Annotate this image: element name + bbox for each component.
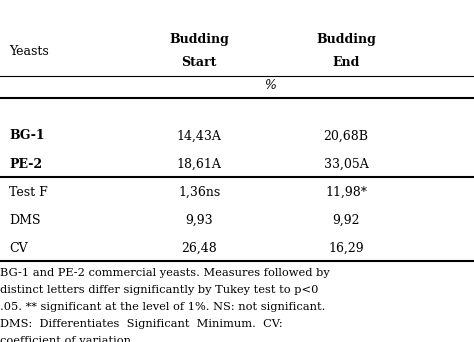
Text: 16,29: 16,29 xyxy=(328,242,364,255)
Text: BG-1 and PE-2 commercial yeasts. Measures followed by: BG-1 and PE-2 commercial yeasts. Measure… xyxy=(0,268,330,278)
Text: 1,36ns: 1,36ns xyxy=(178,186,220,199)
Text: PE-2: PE-2 xyxy=(9,158,43,171)
Text: 9,93: 9,93 xyxy=(185,214,213,227)
Text: Budding: Budding xyxy=(169,32,229,45)
Text: Yeasts: Yeasts xyxy=(9,45,49,58)
Text: .05. ** significant at the level of 1%. NS: not significant.: .05. ** significant at the level of 1%. … xyxy=(0,302,325,312)
Text: Start: Start xyxy=(182,56,217,69)
Text: 26,48: 26,48 xyxy=(181,242,217,255)
Text: End: End xyxy=(332,56,360,69)
Text: 14,43A: 14,43A xyxy=(177,129,221,143)
Text: Budding: Budding xyxy=(316,32,376,45)
Text: Test F: Test F xyxy=(9,186,48,199)
Text: DMS: DMS xyxy=(9,214,41,227)
Text: 33,05A: 33,05A xyxy=(324,158,368,171)
Text: DMS:  Differentiates  Significant  Minimum.  CV:: DMS: Differentiates Significant Minimum.… xyxy=(0,319,283,329)
Text: 9,92: 9,92 xyxy=(332,214,360,227)
Text: CV: CV xyxy=(9,242,28,255)
Text: 20,68B: 20,68B xyxy=(324,129,368,143)
Text: 18,61A: 18,61A xyxy=(177,158,221,171)
Text: BG-1: BG-1 xyxy=(9,129,45,143)
Text: distinct letters differ significantly by Tukey test to p<0: distinct letters differ significantly by… xyxy=(0,285,319,295)
Text: %: % xyxy=(264,79,276,92)
Text: coefficient of variation.: coefficient of variation. xyxy=(0,336,135,342)
Text: 11,98*: 11,98* xyxy=(325,186,367,199)
